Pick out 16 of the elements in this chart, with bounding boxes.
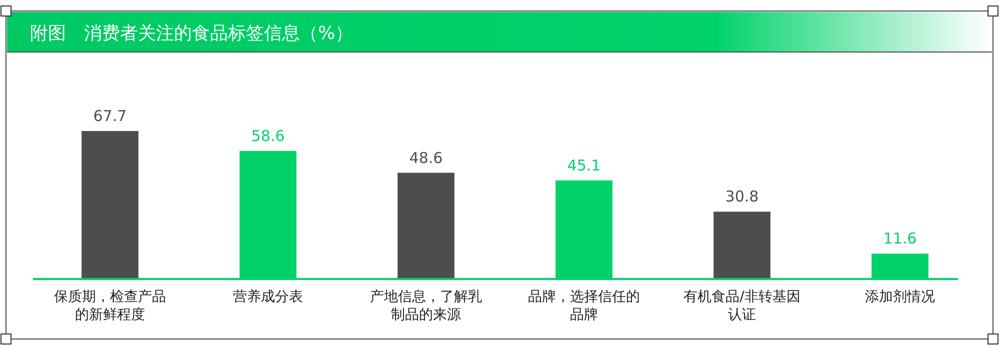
- x-tick-label: 品牌，选择信任的品牌: [528, 289, 640, 323]
- data-label: 67.7: [93, 107, 127, 125]
- data-label: 48.6: [409, 148, 443, 167]
- data-label: 11.6: [883, 230, 917, 248]
- x-tick-label: 保质期，检查产品的新鲜程度: [54, 289, 166, 323]
- x-tick-label: 产地信息，了解乳制品的来源: [370, 289, 482, 323]
- bar: [398, 172, 454, 279]
- bar: [714, 212, 770, 279]
- data-label: 45.1: [567, 156, 601, 174]
- x-tick-label: 有机食品/非转基因认证: [684, 289, 800, 323]
- data-label: 58.6: [251, 126, 285, 145]
- chart-title: 附图 消费者关注的食品标签信息（%）: [30, 23, 354, 44]
- x-tick-label: 营养成分表: [233, 289, 303, 305]
- data-label: 30.8: [725, 188, 759, 206]
- bar: [82, 131, 138, 279]
- x-tick-label: 添加剂情况: [865, 289, 935, 305]
